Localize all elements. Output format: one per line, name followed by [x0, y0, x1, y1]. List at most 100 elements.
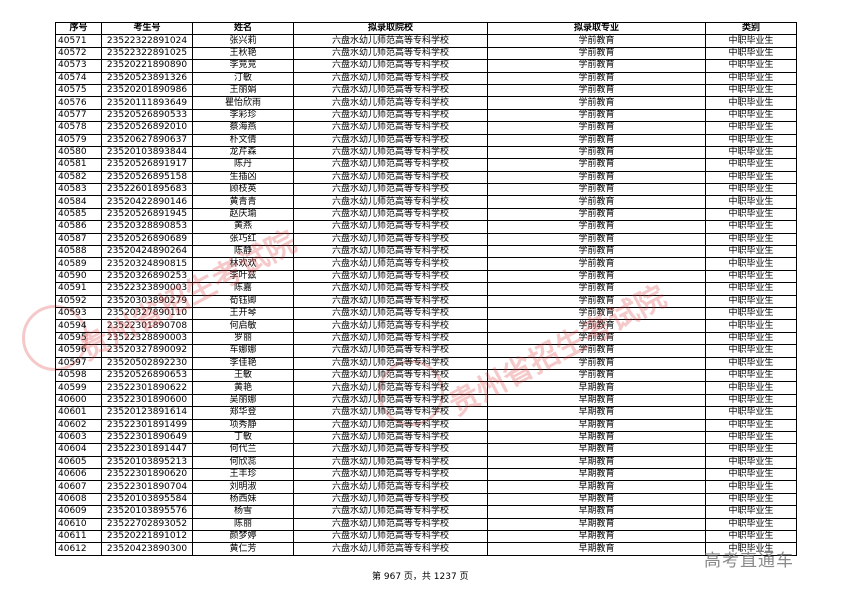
- cell-candidate-id: 23520526895158: [101, 170, 193, 185]
- table-row: 40572 23522322891025 王秋艳 六盘水幼儿师范高等专科学校 学前教育中…: [55, 46, 797, 61]
- table-row: 40588 23520424890264 陈静 六盘水幼儿师范高等专科学校 学前教育 中职…: [55, 245, 797, 259]
- cell-name: 陈丽: [192, 517, 294, 532]
- cell-name: 杨雪: [192, 505, 294, 519]
- table-row: 40578 23520526892010 蔡海燕 六盘水幼儿师范高等专科学校 学前教育中…: [55, 121, 797, 135]
- cell-candidate-id: 23522328890003: [101, 331, 193, 346]
- cell-candidate-id: 23520526891945: [101, 207, 193, 222]
- cell-index: 40592: [55, 294, 102, 309]
- cell-category: 中职毕业生: [705, 133, 797, 147]
- cell-school: 六盘水幼儿师范高等专科学校: [293, 170, 488, 185]
- cell-major: 早期教育: [487, 443, 706, 457]
- cell-major: 学前教育: [487, 331, 706, 346]
- table-row: 40595 23522328890003 罗丽 六盘水幼儿师范高等专科学校 学前教育 中职…: [55, 331, 797, 346]
- cell-index: 40572: [55, 46, 102, 61]
- cell-major: 早期教育: [487, 418, 706, 432]
- cell-index: 40600: [55, 393, 102, 408]
- cell-name: 黄青青: [192, 195, 294, 209]
- table-row: 40596 23520327890092 车娜娜 六盘水幼儿师范高等专科学校 学前教育中…: [55, 344, 797, 358]
- cell-index: 40602: [55, 418, 102, 432]
- cell-candidate-id: 23520111893649: [101, 96, 193, 110]
- cell-name: 李彩珍: [192, 108, 294, 123]
- cell-school: 六盘水幼儿师范高等专科学校: [293, 306, 488, 321]
- cell-category: 中职毕业生: [705, 381, 797, 395]
- cell-category: 中职毕业生: [705, 294, 797, 309]
- cell-category: 中职毕业生: [705, 34, 797, 48]
- cell-name: 张巧红: [192, 232, 294, 247]
- cell-candidate-id: 23520103895576: [101, 505, 193, 519]
- cell-category: 中职毕业生: [705, 108, 797, 123]
- cell-candidate-id: 23520303890279: [101, 294, 193, 309]
- cell-candidate-id: 23522301890708: [101, 319, 193, 333]
- cell-name: 刘明淑: [192, 480, 294, 494]
- cell-category: 中职毕业生: [705, 207, 797, 222]
- cell-category: 中职毕业生: [705, 195, 797, 209]
- table-row: 40606 23522301890620 王丰珍 六盘水幼儿师范高等专科学校 早期教育中…: [55, 468, 797, 482]
- cell-candidate-id: 23520324890815: [101, 257, 193, 271]
- cell-school: 六盘水幼儿师范高等专科学校: [293, 319, 488, 333]
- cell-major: 早期教育: [487, 468, 706, 482]
- cell-category: 中职毕业生: [705, 59, 797, 73]
- cell-index: 40589: [55, 257, 102, 271]
- header-school: 拟录取院校: [293, 21, 488, 36]
- cell-major: 学前教育: [487, 46, 706, 61]
- cell-school: 六盘水幼儿师范高等专科学校: [293, 331, 488, 346]
- table-row: 40607 23522301890704 刘明淑 六盘水幼儿师范高等专科学校 早期教育中…: [55, 480, 797, 494]
- cell-school: 六盘水幼儿师范高等专科学校: [293, 468, 488, 482]
- cell-index: 40599: [55, 381, 102, 395]
- cell-name: 陈嘉: [192, 282, 294, 296]
- cell-school: 六盘水幼儿师范高等专科学校: [293, 368, 488, 383]
- cell-candidate-id: 23520103895213: [101, 455, 193, 470]
- cell-index: 40575: [55, 83, 102, 98]
- table-row: 40579 23520627890637 朴文倩 六盘水幼儿师范高等专科学校 学前教育中…: [55, 133, 797, 147]
- cell-name: 何启敏: [192, 319, 294, 333]
- cell-index: 40597: [55, 356, 102, 370]
- cell-name: 蔡海燕: [192, 121, 294, 135]
- cell-index: 40596: [55, 344, 102, 358]
- cell-index: 40604: [55, 443, 102, 457]
- cell-major: 学前教育: [487, 121, 706, 135]
- cell-index: 40587: [55, 232, 102, 247]
- cell-category: 中职毕业生: [705, 529, 797, 544]
- cell-school: 六盘水幼儿师范高等专科学校: [293, 83, 488, 98]
- cell-major: 学前教育: [487, 207, 706, 222]
- cell-category: 中职毕业生: [705, 306, 797, 321]
- cell-category: 中职毕业生: [705, 356, 797, 370]
- cell-major: 学前教育: [487, 245, 706, 259]
- cell-name: 陈静: [192, 245, 294, 259]
- cell-candidate-id: 23520424890264: [101, 245, 193, 259]
- cell-school: 六盘水幼儿师范高等专科学校: [293, 443, 488, 457]
- cell-index: 40581: [55, 158, 102, 172]
- cell-name: 罗丽: [192, 331, 294, 346]
- cell-index: 40612: [55, 542, 102, 556]
- cell-major: 早期教育: [487, 430, 706, 445]
- cell-category: 中职毕业生: [705, 232, 797, 247]
- cell-index: 40594: [55, 319, 102, 333]
- cell-category: 中职毕业生: [705, 455, 797, 470]
- cell-index: 40582: [55, 170, 102, 185]
- cell-category: 中职毕业生: [705, 331, 797, 346]
- cell-major: 学前教育: [487, 71, 706, 85]
- cell-candidate-id: 23520526890689: [101, 232, 193, 247]
- cell-category: 中职毕业生: [705, 121, 797, 135]
- cell-candidate-id: 23522323890003: [101, 282, 193, 296]
- cell-school: 六盘水幼儿师范高等专科学校: [293, 96, 488, 110]
- cell-major: 学前教育: [487, 96, 706, 110]
- cell-school: 六盘水幼儿师范高等专科学校: [293, 34, 488, 48]
- cell-index: 40590: [55, 269, 102, 284]
- cell-major: 早期教育: [487, 455, 706, 470]
- cell-name: 张兴莉: [192, 34, 294, 48]
- cell-major: 学前教育: [487, 356, 706, 370]
- cell-major: 学前教育: [487, 220, 706, 234]
- cell-major: 早期教育: [487, 505, 706, 519]
- cell-candidate-id: 23520326890253: [101, 269, 193, 284]
- table-header-row: 序号 考生号 姓名 拟录取院校 拟录取专业 类别: [55, 21, 797, 36]
- cell-category: 中职毕业生: [705, 46, 797, 61]
- cell-candidate-id: 23520201890986: [101, 83, 193, 98]
- cell-name: 瞿怡欣雨: [192, 96, 294, 110]
- table-row: 40605 23520103895213 何欣蕊 六盘水幼儿师范高等专科学校 早期教育中…: [55, 455, 797, 470]
- cell-major: 早期教育: [487, 393, 706, 408]
- cell-major: 学前教育: [487, 344, 706, 358]
- cell-school: 六盘水幼儿师范高等专科学校: [293, 418, 488, 432]
- cell-school: 六盘水幼儿师范高等专科学校: [293, 406, 488, 420]
- cell-candidate-id: 23520526891917: [101, 158, 193, 172]
